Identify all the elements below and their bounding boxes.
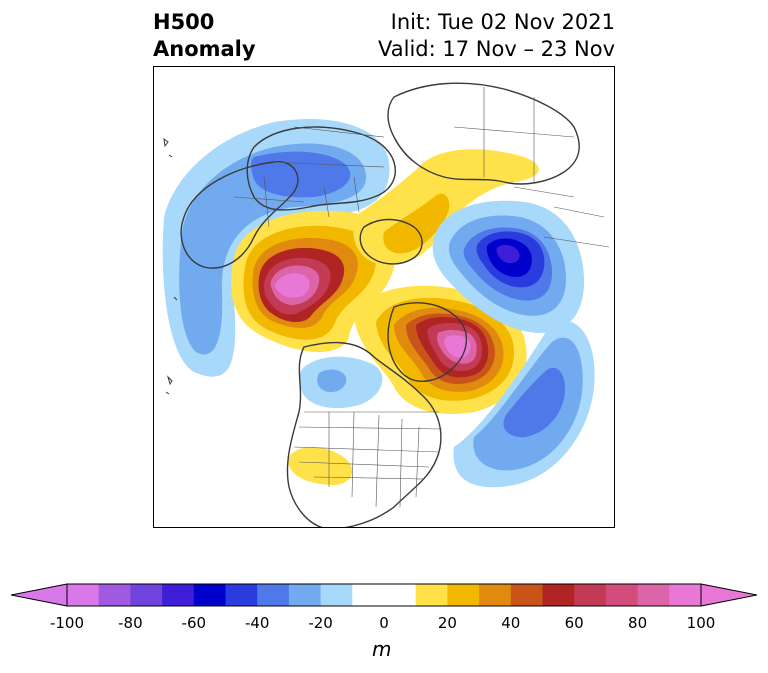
title-field: Anomaly [153,37,256,61]
colorbar-tick-label: -40 [244,614,270,632]
colorbar-cell [479,584,512,606]
colorbar-cell [510,584,543,606]
colorbar-extend-max [700,583,757,607]
map-svg [162,82,610,527]
anomaly-arctic-ridge [353,149,539,266]
borders [233,87,610,508]
anomaly-russia-trough [432,200,584,333]
anomaly-atlantic-trough [453,320,595,488]
anomaly-westus-trough [299,356,383,409]
colorbar-cell [447,584,480,606]
colorbar-cell [257,584,290,606]
coastlines [180,82,580,527]
colorbar-cell [415,584,448,606]
colorbar-cell [130,584,163,606]
anomaly-alaska-ridge [231,210,397,352]
colorbar-cell [669,584,702,606]
colorbar-extend-min [11,583,68,607]
colorbar-cells [67,584,702,606]
colorbar-cell [67,584,100,606]
colorbar-cell [352,584,417,606]
colorbar-cell [605,584,639,606]
colorbar-frame [66,583,702,607]
colorbar-cell [320,584,353,606]
colorbar-tick-label: 100 [686,614,716,632]
islands [163,137,178,395]
colorbar-cell [98,584,131,606]
map-title: H500 Anomaly [153,9,256,63]
colorbar-cell [574,584,607,606]
colorbar-tick-label: 0 [379,614,389,632]
colorbar-tick-label: -100 [49,614,85,632]
anomaly-siberia-trough [162,118,390,377]
colorbar-tick-label: -80 [118,614,143,632]
anomaly-southwest-ridge [288,447,353,485]
title-variable: H500 [153,10,215,34]
colorbar-tick-label: -20 [308,614,333,632]
colorbar-cell [542,584,575,606]
colorbar-tick-label: 20 [437,614,457,632]
colorbar [11,583,757,607]
anomaly-map [153,66,615,528]
colorbar-tick-label: 60 [564,614,584,632]
colorbar-tick-label: -60 [181,614,207,632]
colorbar-tick-label: 40 [501,614,521,632]
colorbar-cell [288,584,322,606]
anomaly-greenland-ridge [354,285,527,415]
map-dates: Init: Tue 02 Nov 2021 Valid: 17 Nov – 23… [378,9,615,63]
valid-date: Valid: 17 Nov – 23 Nov [378,37,615,61]
colorbar-unit: m [372,637,392,661]
colorbar-cell [193,584,226,606]
colorbar-cell [225,584,258,606]
init-date: Init: Tue 02 Nov 2021 [390,10,615,34]
colorbar-cell [162,584,195,606]
colorbar-tick-label: 80 [628,614,648,632]
colorbar-cell [637,584,670,606]
